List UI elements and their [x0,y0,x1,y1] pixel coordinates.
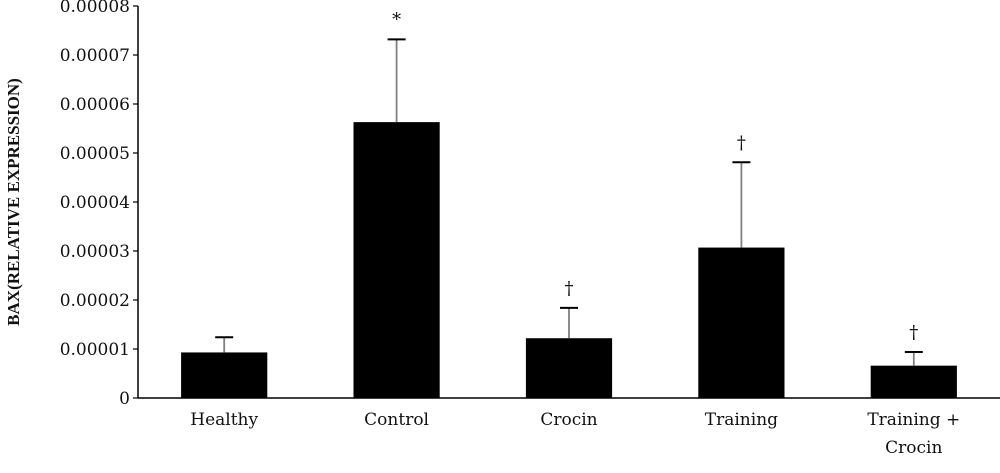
y-tick-label: 0.00008 [60,0,130,17]
bar [870,365,957,398]
y-axis-ticks: 0 0.00001 0.00002 0.00003 0.00004 0.00005 0.00… [60,0,138,409]
category-label: Crocin [540,410,597,430]
x-axis-labels: Healthy Control Crocin Training Training + Cr… [190,410,960,458]
y-tick-label: 0.00006 [60,95,130,115]
significance-marker: † [909,322,918,343]
y-tick-label: 0.00004 [60,193,130,213]
bar [181,352,268,398]
significance-marker: † [565,278,574,299]
significance-marker: * [392,9,401,30]
significance-marker: † [737,132,746,153]
category-label: Training [705,410,778,430]
y-tick-label: 0.00005 [60,144,130,164]
bar [353,122,440,398]
category-label: Control [364,410,429,430]
y-tick-label: 0.00002 [60,291,130,311]
y-axis-title: BAX(RELATIVE EXPRESSION) [4,78,23,326]
y-tick-label: 0.00003 [60,242,130,262]
error-bars [215,38,923,366]
category-label: Healthy [190,410,258,430]
y-tick-label: 0.00007 [60,46,130,66]
category-label: Training + [867,410,960,430]
bar [698,247,785,398]
bars [181,122,957,398]
y-tick-label: 0 [119,389,130,409]
y-tick-label: 0.00001 [60,340,130,360]
bar [525,338,613,398]
significance-markers: * † † † [392,9,918,343]
category-label: Crocin [885,438,942,458]
